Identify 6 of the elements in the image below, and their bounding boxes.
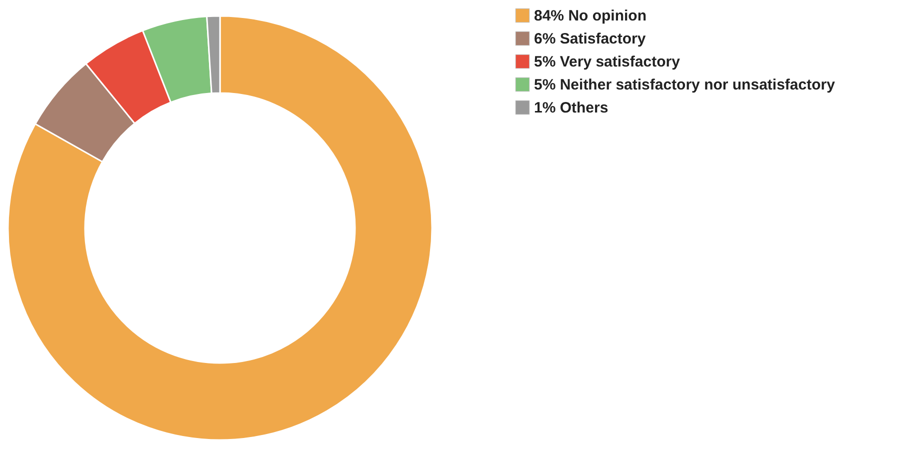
legend-label: 5% Very satisfactory (534, 54, 681, 70)
legend-label: 5% Neither satisfactory nor unsatisfactory (534, 76, 836, 94)
legend-label: 6% Satisfactory (534, 30, 646, 48)
donut-slice (7, 15, 433, 441)
legend-label: 1% Others (534, 100, 608, 116)
legend-label: 84% No opinion (534, 8, 646, 24)
